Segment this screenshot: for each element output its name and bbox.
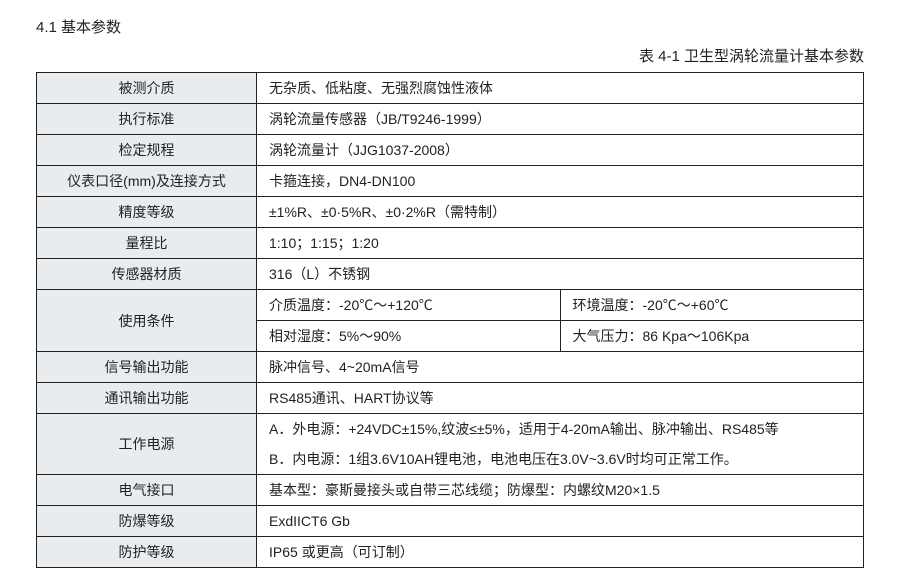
row-value: RS485通讯、HART协议等 xyxy=(257,383,864,414)
row-value: ±1%R、±0·5%R、±0·2%R（需特制） xyxy=(257,197,864,228)
table-row: 检定规程 涡轮流量计（JJG1037-2008） xyxy=(37,135,864,166)
row-value: 无杂质、低粘度、无强烈腐蚀性液体 xyxy=(257,73,864,104)
table-row: 通讯输出功能 RS485通讯、HART协议等 xyxy=(37,383,864,414)
table-row: 工作电源 A．外电源：+24VDC±15%,纹波≤±5%，适用于4-20mA输出… xyxy=(37,414,864,445)
table-row: 防爆等级 ExdIICT6 Gb xyxy=(37,506,864,537)
table-row: 信号输出功能 脉冲信号、4~20mA信号 xyxy=(37,352,864,383)
table-row: 量程比 1:10；1:15；1:20 xyxy=(37,228,864,259)
row-value: 大气压力：86 Kpa～106Kpa xyxy=(560,321,864,352)
row-label: 执行标准 xyxy=(37,104,257,135)
row-label: 工作电源 xyxy=(37,414,257,475)
table-row: 电气接口 基本型：豪斯曼接头或自带三芯线缆；防爆型：内螺纹M20×1.5 xyxy=(37,475,864,506)
table-row: 传感器材质 316（L）不锈钢 xyxy=(37,259,864,290)
row-label: 传感器材质 xyxy=(37,259,257,290)
table-row: 精度等级 ±1%R、±0·5%R、±0·2%R（需特制） xyxy=(37,197,864,228)
table-row: 使用条件 介质温度：-20℃～+120℃ 环境温度：-20℃～+60℃ xyxy=(37,290,864,321)
row-label: 仪表口径(mm)及连接方式 xyxy=(37,166,257,197)
row-value: 1:10；1:15；1:20 xyxy=(257,228,864,259)
section-title: 4.1 基本参数 xyxy=(36,16,864,37)
row-label: 被测介质 xyxy=(37,73,257,104)
table-row: 被测介质 无杂质、低粘度、无强烈腐蚀性液体 xyxy=(37,73,864,104)
row-label: 通讯输出功能 xyxy=(37,383,257,414)
row-value: 脉冲信号、4~20mA信号 xyxy=(257,352,864,383)
row-label: 检定规程 xyxy=(37,135,257,166)
row-value: IP65 或更高（可订制） xyxy=(257,537,864,568)
row-value: 卡箍连接，DN4-DN100 xyxy=(257,166,864,197)
row-value: 环境温度：-20℃～+60℃ xyxy=(560,290,864,321)
table-row: 执行标准 涡轮流量传感器（JB/T9246-1999） xyxy=(37,104,864,135)
row-value: 涡轮流量传感器（JB/T9246-1999） xyxy=(257,104,864,135)
row-value: A．外电源：+24VDC±15%,纹波≤±5%，适用于4-20mA输出、脉冲输出… xyxy=(257,414,864,445)
row-value: ExdIICT6 Gb xyxy=(257,506,864,537)
row-label: 量程比 xyxy=(37,228,257,259)
row-label: 防护等级 xyxy=(37,537,257,568)
row-value: 316（L）不锈钢 xyxy=(257,259,864,290)
row-value: 介质温度：-20℃～+120℃ xyxy=(257,290,561,321)
table-row: 防护等级 IP65 或更高（可订制） xyxy=(37,537,864,568)
row-label: 精度等级 xyxy=(37,197,257,228)
row-label: 防爆等级 xyxy=(37,506,257,537)
row-label: 使用条件 xyxy=(37,290,257,352)
row-value: B．内电源：1组3.6V10AH锂电池，电池电压在3.0V~3.6V时均可正常工… xyxy=(257,444,864,475)
table-row: 仪表口径(mm)及连接方式 卡箍连接，DN4-DN100 xyxy=(37,166,864,197)
table-caption: 表 4-1 卫生型涡轮流量计基本参数 xyxy=(36,45,864,66)
spec-table: 被测介质 无杂质、低粘度、无强烈腐蚀性液体 执行标准 涡轮流量传感器（JB/T9… xyxy=(36,72,864,568)
row-value: 涡轮流量计（JJG1037-2008） xyxy=(257,135,864,166)
row-value: 基本型：豪斯曼接头或自带三芯线缆；防爆型：内螺纹M20×1.5 xyxy=(257,475,864,506)
row-label: 电气接口 xyxy=(37,475,257,506)
row-label: 信号输出功能 xyxy=(37,352,257,383)
row-value: 相对湿度：5%～90% xyxy=(257,321,561,352)
